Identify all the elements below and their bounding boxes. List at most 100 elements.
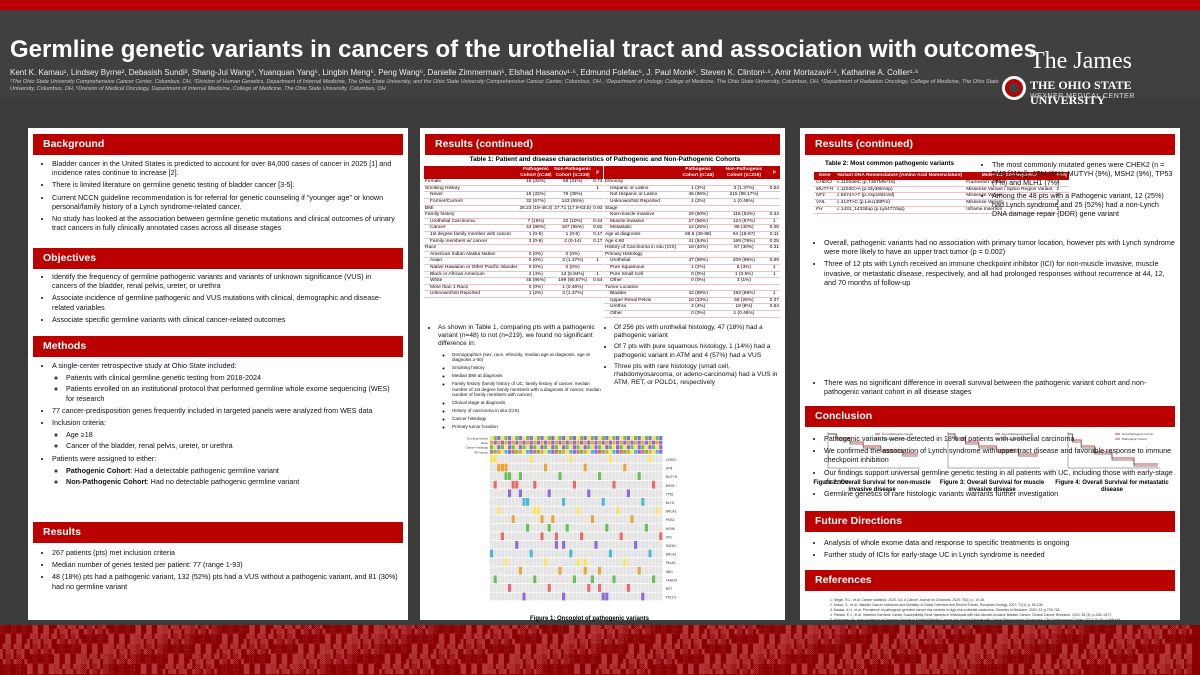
table-cell (518, 185, 554, 193)
oncoplot-cell (601, 455, 605, 463)
table-cell: Asian (424, 257, 519, 265)
oncoplot-cell (601, 480, 605, 489)
oncoplot-cell (601, 584, 605, 592)
oncoplot-cell (598, 455, 602, 463)
table-row: Cancer 42 (88%) 187 (85%) 0.82 (424, 224, 604, 232)
oncoplot-cell (619, 480, 623, 489)
oncoplot-cell (497, 566, 501, 575)
oncoplot-cell (605, 532, 609, 541)
oncoplot-cell (583, 463, 587, 472)
oncoplot-gene-label: PMS2 (666, 518, 675, 522)
oncoplot-cell (605, 463, 609, 472)
oncoplot-cell (572, 584, 576, 592)
oncoplot-cell (529, 506, 533, 515)
oncoplot-cell (659, 523, 663, 532)
list-item: Clinical stage at diagnosis (452, 400, 602, 406)
oncoplot-cell (572, 506, 576, 515)
oncoplot-cell (504, 455, 508, 463)
oncoplot-cell (565, 455, 569, 463)
oncoplot-track-cell (605, 440, 609, 445)
oncoplot-cell (590, 592, 594, 601)
oncoplot-cell (526, 489, 530, 498)
oncoplot-cell (623, 558, 627, 566)
oncoplot-cell (547, 566, 551, 575)
oncoplot-track-cell (626, 436, 630, 440)
oncoplot-cell (551, 592, 555, 601)
table-cell (592, 244, 604, 252)
oncoplot-cell (616, 455, 620, 463)
oncoplot-gene-label: PALB2 (666, 561, 676, 565)
oncoplot-track-cell (634, 436, 638, 440)
oncoplot-cell (634, 523, 638, 532)
oncoplot-cell (508, 498, 512, 506)
oncoplot-cell (641, 480, 645, 489)
list-item: No study has looked at the association b… (52, 214, 398, 232)
oncoplot-cell (608, 506, 612, 515)
oncoplot-cell (637, 480, 641, 489)
oncoplot-track-cell (569, 445, 573, 450)
oncoplot-cell (616, 489, 620, 498)
oncoplot-cell (565, 558, 569, 566)
oncoplot-gene-label: ATM (666, 467, 673, 471)
oncoplot-cell (608, 541, 612, 549)
oncoplot-cell (605, 575, 609, 584)
list-item: We confirmed the association of Lynch sy… (824, 446, 1175, 464)
oncoplot-track-cell (551, 440, 555, 445)
oncoplot-cell (533, 463, 537, 472)
oncoplot-cell (544, 489, 548, 498)
oncoplot-cell (634, 506, 638, 515)
oncoplot-cell (536, 515, 540, 523)
oncoplot-cell (655, 515, 659, 523)
oncoplot-cell (551, 549, 555, 558)
oncoplot-cell (565, 523, 569, 532)
oncoplot-cell (616, 584, 620, 592)
oncoplot-cell (536, 558, 540, 566)
table-cell: Race (424, 244, 519, 252)
table-cell: 13 (5.94%) (553, 271, 593, 279)
oncoplot-cell (608, 575, 612, 584)
oncoplot-cell (540, 472, 544, 480)
oncoplot-cell (612, 541, 616, 549)
oncoplot-cell (490, 455, 494, 463)
oncoplot-track-cell (634, 445, 638, 450)
oncoplot-track-cell (562, 436, 566, 440)
oncoplot-cell (580, 463, 584, 472)
oncoplot-cell (601, 592, 605, 601)
table-cell: 0.74 (592, 179, 604, 186)
table-cell: 1st degree family member with cancer (424, 231, 519, 239)
oncoplot-track-cell (655, 449, 659, 454)
oncoplot-cell (565, 592, 569, 601)
oncoplot-cell (605, 498, 609, 506)
oncoplot-cell (641, 498, 645, 506)
oncoplot-cell (500, 584, 504, 592)
table-cell: 68 (31%) (553, 179, 593, 186)
oncoplot-track-cell (583, 436, 587, 440)
header-banner: Germline genetic variants in cancers of … (0, 0, 1200, 107)
oncoplot-track-cell (522, 445, 526, 450)
oncoplot-cell (554, 489, 558, 498)
oncoplot-cell (565, 498, 569, 506)
oncoplot-cell (572, 498, 576, 506)
oncoplot-cell (515, 566, 519, 575)
table-cell: 1 (768, 290, 780, 298)
oncoplot-cell (490, 489, 494, 498)
oncoplot-track-cell (637, 445, 641, 450)
table-cell: 2 (4%) (518, 271, 554, 279)
oncoplot-cell (648, 455, 652, 463)
oncoplot-cell (554, 463, 558, 472)
oncoplot-cell (547, 558, 551, 566)
oncoplot-cell (490, 463, 494, 472)
oncoplot-cell (562, 558, 566, 566)
table-cell: 2 (1054, 186, 1069, 194)
oncoplot-cell (637, 592, 641, 601)
oncoplot-track-cell (587, 449, 591, 454)
oncoplot-cell (659, 541, 663, 549)
oncoplot-cell (504, 515, 508, 523)
oncoplot-track-cell (493, 440, 497, 445)
oncoplot-cell (497, 498, 501, 506)
oncoplot-cell (572, 515, 576, 523)
oncoplot-cell (583, 566, 587, 575)
oncoplot-cell (612, 489, 616, 498)
oncoplot-cell (522, 575, 526, 584)
